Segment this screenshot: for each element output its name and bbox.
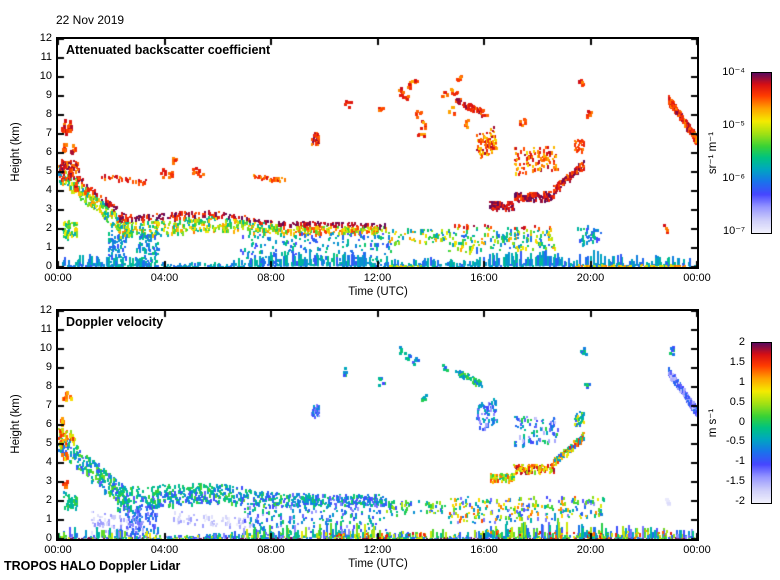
x-tick-label: 08:00 bbox=[257, 544, 285, 556]
backscatter-panel-label: Attenuated backscatter coefficient bbox=[66, 43, 271, 57]
x-tick-label: 00:00 bbox=[683, 544, 711, 556]
instrument-label: TROPOS HALO Doppler Lidar bbox=[4, 559, 181, 573]
x-tick-label: 16:00 bbox=[470, 544, 498, 556]
y-tick-label: 7 bbox=[45, 399, 52, 411]
colorbar-tick-label: -1.5 bbox=[726, 475, 745, 488]
colorbar-tick-label: 10⁻⁶ bbox=[722, 172, 745, 184]
x-tick-label: 12:00 bbox=[363, 272, 392, 284]
x-tick-label: 04:00 bbox=[150, 544, 179, 556]
velocity-heatmap-canvas bbox=[58, 311, 697, 539]
y-tick-label: 4 bbox=[45, 184, 52, 196]
backscatter-colorbar bbox=[751, 72, 772, 234]
y-tick-label: 9 bbox=[45, 361, 52, 373]
colorbar-tick-label: 0.5 bbox=[729, 395, 745, 408]
y-tick-label: 2 bbox=[45, 222, 52, 234]
x-tick-label: 16:00 bbox=[470, 272, 498, 284]
colorbar-tick-label: 1 bbox=[738, 375, 745, 388]
y-tick-label: 3 bbox=[45, 475, 52, 487]
y-tick-label: 5 bbox=[45, 437, 52, 449]
y-tick-label: 11 bbox=[40, 51, 52, 63]
y-tick-label: 5 bbox=[45, 165, 52, 177]
y-tick-label: 10 bbox=[39, 342, 52, 354]
colorbar-tick-label: -0.5 bbox=[726, 435, 745, 448]
y-tick-label: 0 bbox=[45, 260, 52, 272]
x-tick-label: 00:00 bbox=[44, 272, 72, 284]
x-axis-label-bottom: Time (UTC) bbox=[348, 558, 408, 570]
colorbar-tick-label: 10⁻⁵ bbox=[722, 119, 745, 131]
colorbar-tick-label: 2 bbox=[738, 336, 745, 348]
y-tick-label: 0 bbox=[45, 532, 52, 544]
y-tick-label: 1 bbox=[45, 513, 52, 525]
backscatter-colorbar-gradient bbox=[752, 73, 771, 233]
x-axis-label-top: Time (UTC) bbox=[348, 286, 408, 298]
x-tick-label: 00:00 bbox=[683, 272, 711, 284]
x-tick-label: 12:00 bbox=[363, 544, 392, 556]
y-tick-label: 1 bbox=[45, 241, 52, 253]
velocity-panel-label: Doppler velocity bbox=[66, 315, 164, 329]
backscatter-colorbar-unit: sr⁻¹ m⁻¹ bbox=[707, 131, 719, 175]
y-tick-label: 11 bbox=[40, 323, 52, 335]
velocity-panel bbox=[56, 309, 699, 541]
colorbar-tick-label: 1.5 bbox=[729, 355, 745, 368]
backscatter-panel bbox=[56, 37, 699, 269]
y-tick-label: 12 bbox=[39, 32, 52, 44]
velocity-colorbar-gradient bbox=[752, 343, 771, 503]
colorbar-tick-label: 10⁻⁷ bbox=[722, 225, 745, 237]
x-tick-label: 04:00 bbox=[150, 272, 179, 284]
x-tick-label: 00:00 bbox=[44, 544, 72, 556]
y-tick-label: 8 bbox=[45, 108, 52, 120]
y-tick-label: 4 bbox=[45, 456, 52, 468]
y-tick-label: 6 bbox=[45, 418, 52, 430]
y-tick-label: 7 bbox=[45, 127, 52, 139]
x-tick-label: 08:00 bbox=[257, 272, 285, 284]
velocity-colorbar bbox=[751, 342, 772, 504]
y-tick-label: 10 bbox=[39, 70, 52, 82]
colorbar-tick-label: 0 bbox=[738, 415, 745, 428]
y-tick-label: 8 bbox=[45, 380, 52, 392]
colorbar-tick-label: -2 bbox=[735, 495, 745, 507]
y-tick-label: 12 bbox=[39, 304, 52, 316]
date-title: 22 Nov 2019 bbox=[56, 13, 125, 27]
colorbar-tick-label: -1 bbox=[735, 455, 745, 468]
x-tick-label: 20:00 bbox=[576, 544, 605, 556]
y-tick-label: 2 bbox=[45, 494, 52, 506]
x-tick-label: 20:00 bbox=[576, 272, 605, 284]
colorbar-tick-label: 10⁻⁴ bbox=[722, 66, 745, 78]
y-tick-label: 3 bbox=[45, 203, 52, 215]
y-tick-label: 9 bbox=[45, 89, 52, 101]
y-tick-label: 6 bbox=[45, 146, 52, 158]
backscatter-heatmap-canvas bbox=[58, 39, 697, 267]
